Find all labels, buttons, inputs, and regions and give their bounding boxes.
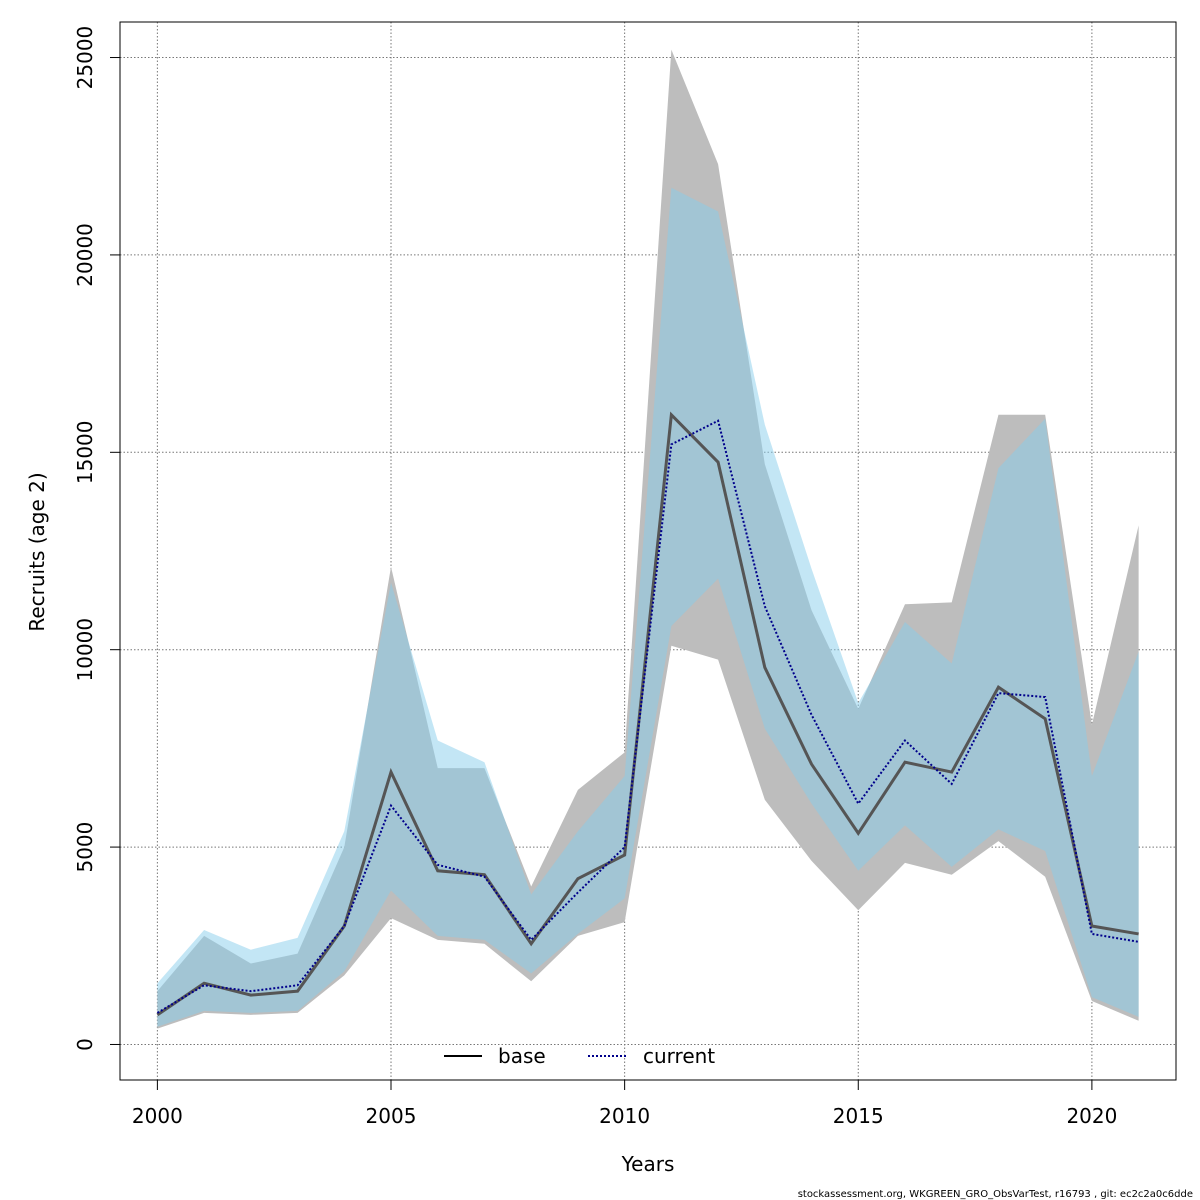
x-tick-label: 2020	[1066, 1104, 1117, 1128]
series-lines	[156, 411, 1139, 1017]
x-tick-label: 2000	[132, 1104, 183, 1128]
footer-text: stockassessment.org, WKGREEN_GRO_ObsVarT…	[798, 1189, 1193, 1200]
x-tick-label: 2010	[599, 1104, 650, 1128]
line-base	[156, 411, 1139, 1017]
y-tick-label: 25000	[73, 26, 97, 90]
confidence-bands	[157, 49, 1139, 1029]
y-axis: 0 5000 10000 15000 20000 25000	[73, 26, 120, 1051]
y-tick-label: 10000	[73, 618, 97, 682]
x-tick-label: 2015	[833, 1104, 884, 1128]
y-axis-label: Recruits (age 2)	[25, 472, 49, 631]
y-tick-label: 5000	[73, 822, 97, 873]
line-current	[156, 419, 1139, 1014]
x-axis-label: Years	[621, 1152, 675, 1176]
x-tick-label: 2005	[366, 1104, 417, 1128]
y-tick-label: 15000	[73, 420, 97, 484]
plot-frame	[119, 21, 1177, 1081]
legend-label-current: current	[643, 1044, 715, 1068]
legend: base current	[444, 1044, 715, 1068]
legend-label-base: base	[498, 1044, 546, 1068]
x-axis: 2000 2005 2010 2015 2020	[132, 1080, 1117, 1128]
y-tick-label: 20000	[73, 223, 97, 287]
band-current	[157, 187, 1139, 1027]
y-tick-label: 0	[73, 1038, 97, 1051]
